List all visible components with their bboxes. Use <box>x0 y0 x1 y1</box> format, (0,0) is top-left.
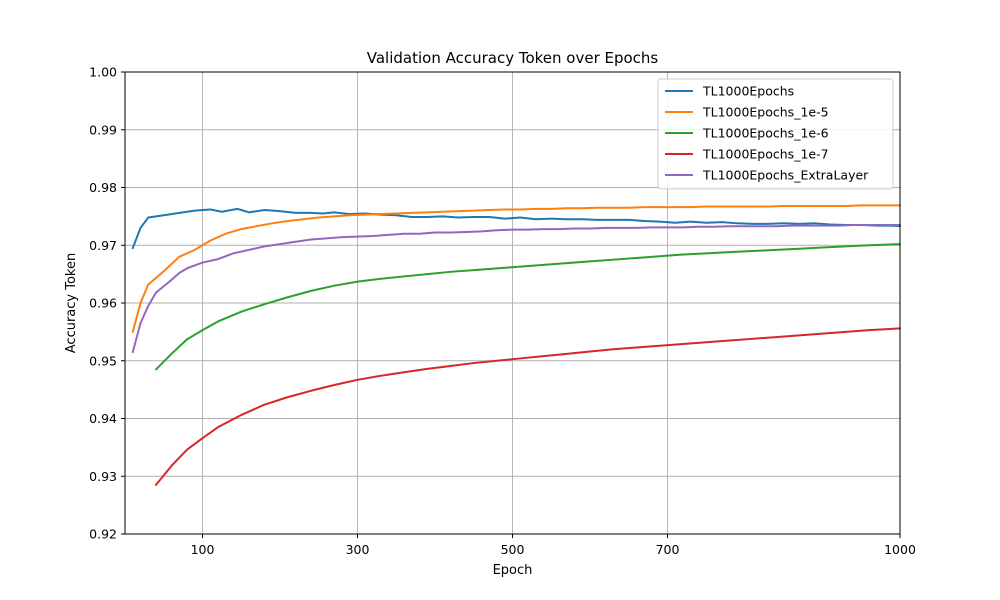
x-tick-label: 100 <box>191 542 215 557</box>
series-line-2 <box>155 243 901 371</box>
legend-label: TL1000Epochs <box>702 84 794 99</box>
y-axis-label: Accuracy Token <box>64 253 79 353</box>
axis-ticks: 100 300 500 700 1000 0.92 0.93 0.94 0.95 0.96 0.97… <box>89 65 916 558</box>
chart-title: Validation Accuracy Token over Epochs <box>367 49 659 67</box>
legend-label: TL1000Epochs_ExtraLayer <box>702 168 869 183</box>
series-line-4 <box>131 224 901 354</box>
y-tick-label: 0.99 <box>89 122 117 137</box>
y-tick-label: 0.93 <box>89 469 117 484</box>
y-tick-label: 0.94 <box>89 411 117 426</box>
x-tick-label: 700 <box>656 542 680 557</box>
x-tick-label: 300 <box>346 542 370 557</box>
y-tick-label: 0.98 <box>89 180 117 195</box>
series-line-3 <box>155 327 901 486</box>
legend-label: TL1000Epochs_1e-7 <box>702 147 829 162</box>
legend: TL1000Epochs TL1000Epochs_1e-5 TL1000Epoch… <box>657 78 894 190</box>
series-lines <box>131 204 901 486</box>
y-tick-label: 0.92 <box>89 527 117 542</box>
y-tick-label: 0.95 <box>89 353 117 368</box>
x-tick-label: 1000 <box>884 542 916 557</box>
legend-box <box>657 78 894 190</box>
y-tick-label: 1.00 <box>89 65 117 80</box>
series-line-0 <box>131 207 901 250</box>
x-axis-label: Epoch <box>493 563 533 578</box>
legend-label: TL1000Epochs_1e-6 <box>702 126 829 141</box>
y-tick-label: 0.97 <box>89 238 117 253</box>
y-tick-label: 0.96 <box>89 296 117 311</box>
legend-label: TL1000Epochs_1e-5 <box>702 105 829 120</box>
x-tick-label: 500 <box>501 542 525 557</box>
series-line-1 <box>131 204 901 333</box>
